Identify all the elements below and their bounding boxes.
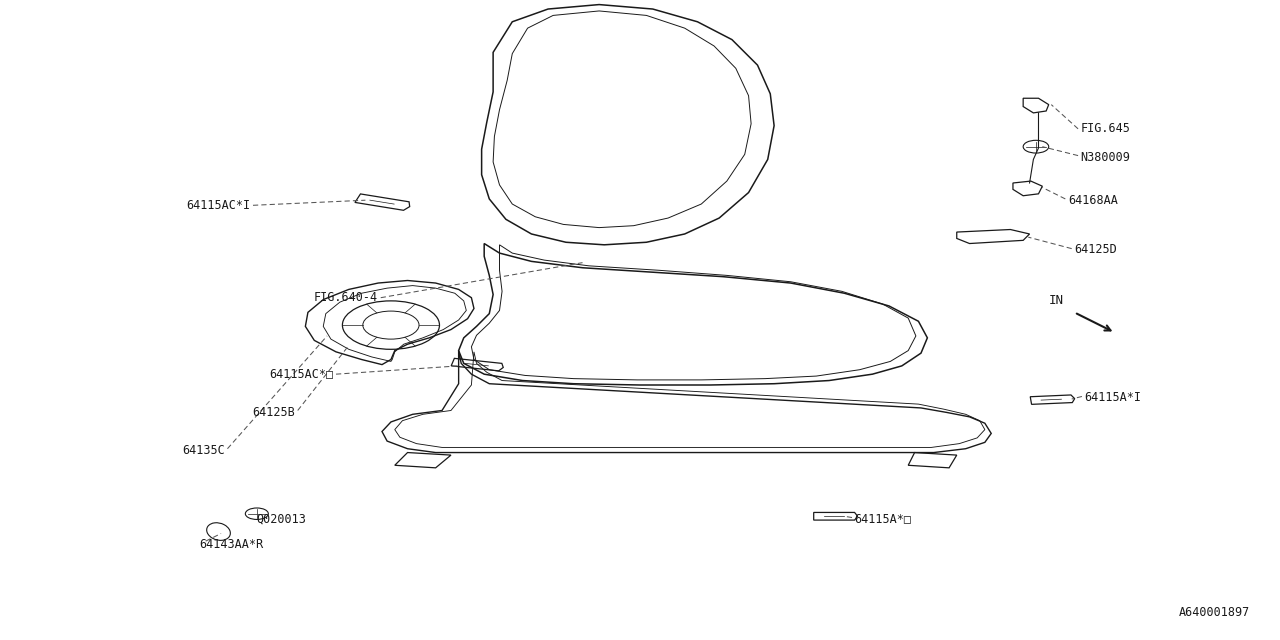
Text: 64143AA*R: 64143AA*R bbox=[200, 538, 264, 551]
Text: N380009: N380009 bbox=[1080, 151, 1130, 164]
Text: A640001897: A640001897 bbox=[1179, 607, 1251, 620]
Text: 64135C: 64135C bbox=[182, 444, 225, 457]
Text: FIG.640-4: FIG.640-4 bbox=[314, 291, 378, 304]
Text: 64168AA: 64168AA bbox=[1068, 194, 1117, 207]
Text: 64125B: 64125B bbox=[252, 406, 296, 419]
Text: FIG.645: FIG.645 bbox=[1080, 122, 1130, 135]
Text: 64115AC*□: 64115AC*□ bbox=[269, 367, 334, 381]
Text: 64115A*I: 64115A*I bbox=[1084, 391, 1142, 404]
Text: 64115AC*I: 64115AC*I bbox=[187, 199, 251, 212]
Text: 64115A*□: 64115A*□ bbox=[855, 512, 911, 525]
Text: IN: IN bbox=[1050, 294, 1064, 307]
Text: 64125D: 64125D bbox=[1074, 243, 1117, 257]
Text: Q020013: Q020013 bbox=[257, 512, 307, 525]
